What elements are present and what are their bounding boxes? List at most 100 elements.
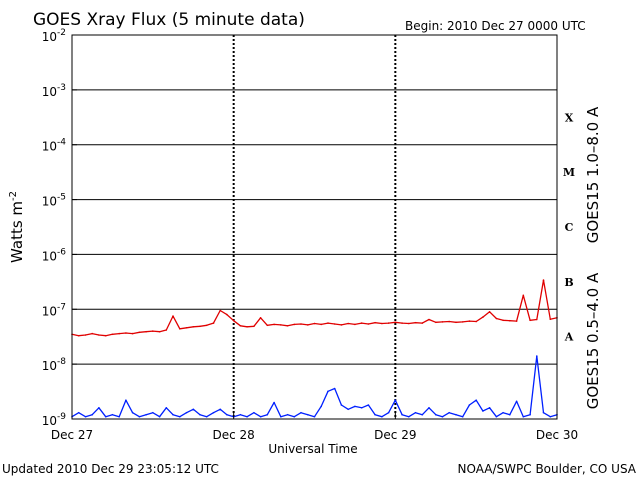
series-1-point-6 bbox=[111, 413, 114, 416]
series-1-point-29 bbox=[266, 413, 269, 416]
legend-red: GOES15 1.0–8.0 A bbox=[584, 106, 602, 243]
flare-class-x: X bbox=[565, 111, 574, 124]
series-0-point-46 bbox=[381, 322, 383, 325]
chart-title: GOES Xray Flux (5 minute data) bbox=[33, 10, 305, 30]
series-1-point-48 bbox=[394, 399, 397, 402]
series-0-point-25 bbox=[239, 325, 242, 327]
series-0-point-62 bbox=[488, 311, 491, 313]
series-1-point-27 bbox=[253, 411, 255, 414]
series-1-point-54 bbox=[435, 413, 437, 416]
series-0-point-60 bbox=[475, 320, 478, 323]
series-0-point-49 bbox=[401, 322, 403, 324]
series-0-point-34 bbox=[300, 323, 302, 325]
y-tick-label-1: 10-3 bbox=[42, 83, 66, 99]
series-0-point-32 bbox=[286, 325, 289, 327]
svg-text:Watts m-2: Watts m-2 bbox=[8, 191, 26, 263]
series-1-point-57 bbox=[455, 413, 457, 416]
grid-lines bbox=[72, 34, 557, 420]
series-0-point-26 bbox=[246, 326, 248, 328]
series-0-point-71 bbox=[549, 318, 552, 321]
series-1-point-71 bbox=[549, 415, 552, 418]
x-axis-label: Universal Time bbox=[268, 442, 357, 456]
series-1-point-56 bbox=[448, 411, 451, 414]
series-1-point-4 bbox=[98, 407, 100, 409]
flare-class-m: M bbox=[563, 166, 575, 179]
series-0-point-51 bbox=[414, 321, 417, 324]
series-1-point-65 bbox=[509, 413, 511, 416]
series-layer bbox=[71, 279, 558, 418]
series-0-point-4 bbox=[98, 334, 100, 336]
series-1-point-31 bbox=[280, 415, 282, 418]
series-1-point-64 bbox=[502, 411, 504, 414]
series-0-point-21 bbox=[212, 322, 215, 324]
series-0-point-16 bbox=[179, 328, 181, 330]
series-1-point-63 bbox=[495, 415, 498, 418]
series-1-point-38 bbox=[327, 390, 329, 393]
series-0-point-52 bbox=[421, 322, 424, 324]
series-1-point-53 bbox=[428, 407, 430, 409]
series-0-point-28 bbox=[259, 317, 262, 319]
series-1-point-61 bbox=[482, 410, 484, 412]
series-1-point-52 bbox=[421, 413, 424, 416]
series-1-point-5 bbox=[104, 415, 107, 418]
series-0-point-59 bbox=[468, 320, 471, 322]
series-1-point-11 bbox=[145, 413, 147, 416]
series-0-point-19 bbox=[199, 325, 201, 328]
series-1-point-43 bbox=[360, 407, 363, 409]
y-tick-label-7: 10-9 bbox=[42, 412, 67, 428]
series-1-point-42 bbox=[354, 405, 356, 408]
series-0-point-42 bbox=[354, 323, 356, 326]
series-0-point-43 bbox=[360, 322, 363, 324]
series-0-point-20 bbox=[205, 324, 208, 327]
updated-footer: Updated 2010 Dec 29 23:05:12 UTC bbox=[2, 462, 219, 476]
y-axis-label: Watts m-2 bbox=[8, 191, 26, 263]
series-0-point-6 bbox=[111, 333, 114, 336]
series-0-point-54 bbox=[435, 321, 437, 324]
series-0-point-24 bbox=[232, 319, 235, 322]
y-tick-label-5: 10-7 bbox=[42, 302, 66, 318]
series-line-0 bbox=[71, 279, 558, 337]
series-1-point-26 bbox=[246, 415, 248, 418]
series-1-point-41 bbox=[347, 408, 350, 411]
series-1-point-44 bbox=[367, 404, 370, 406]
series-1-point-35 bbox=[307, 413, 309, 416]
flare-class-b: B bbox=[564, 276, 573, 289]
series-0-point-41 bbox=[347, 322, 350, 325]
series-1-point-13 bbox=[158, 415, 161, 418]
series-1-point-58 bbox=[461, 415, 464, 418]
flare-class-c: C bbox=[565, 221, 574, 234]
y-tick-label-6: 10-8 bbox=[42, 357, 67, 373]
flare-class-labels: X M C B A bbox=[563, 111, 575, 343]
series-0-point-23 bbox=[226, 313, 228, 316]
series-0-point-66 bbox=[515, 320, 518, 322]
series-1-point-17 bbox=[185, 411, 188, 414]
series-1-point-67 bbox=[522, 415, 525, 418]
series-1-point-28 bbox=[259, 415, 262, 418]
y-tick-label-4: 10-6 bbox=[42, 247, 67, 263]
legend-blue: GOES15 0.5–4.0 A bbox=[584, 272, 602, 409]
series-1-point-25 bbox=[239, 413, 242, 416]
series-1-point-66 bbox=[515, 400, 518, 403]
series-1-point-47 bbox=[387, 411, 390, 414]
series-1-point-34 bbox=[300, 411, 302, 414]
series-1-point-51 bbox=[414, 411, 417, 414]
series-1-point-16 bbox=[179, 415, 181, 418]
series-0-point-36 bbox=[313, 322, 316, 325]
legend-red-label: GOES15 1.0–8.0 A bbox=[584, 106, 602, 243]
series-1-point-70 bbox=[542, 411, 545, 414]
series-0-point-27 bbox=[253, 325, 255, 328]
series-1-point-3 bbox=[91, 413, 93, 416]
x-tick-label-1: Dec 28 bbox=[213, 428, 255, 442]
series-0-point-18 bbox=[192, 326, 195, 328]
x-tick-label-0: Dec 27 bbox=[51, 428, 93, 442]
series-0-point-2 bbox=[84, 334, 87, 336]
series-0-point-53 bbox=[428, 318, 430, 321]
legend-blue-label: GOES15 0.5–4.0 A bbox=[584, 272, 602, 409]
series-0-point-12 bbox=[152, 330, 154, 332]
series-1-point-15 bbox=[172, 413, 174, 416]
x-tick-label-3: Dec 30 bbox=[536, 428, 578, 442]
series-1-point-45 bbox=[374, 413, 376, 416]
series-0-point-15 bbox=[172, 315, 174, 317]
series-0-point-68 bbox=[529, 319, 531, 322]
series-0-point-69 bbox=[536, 318, 538, 321]
